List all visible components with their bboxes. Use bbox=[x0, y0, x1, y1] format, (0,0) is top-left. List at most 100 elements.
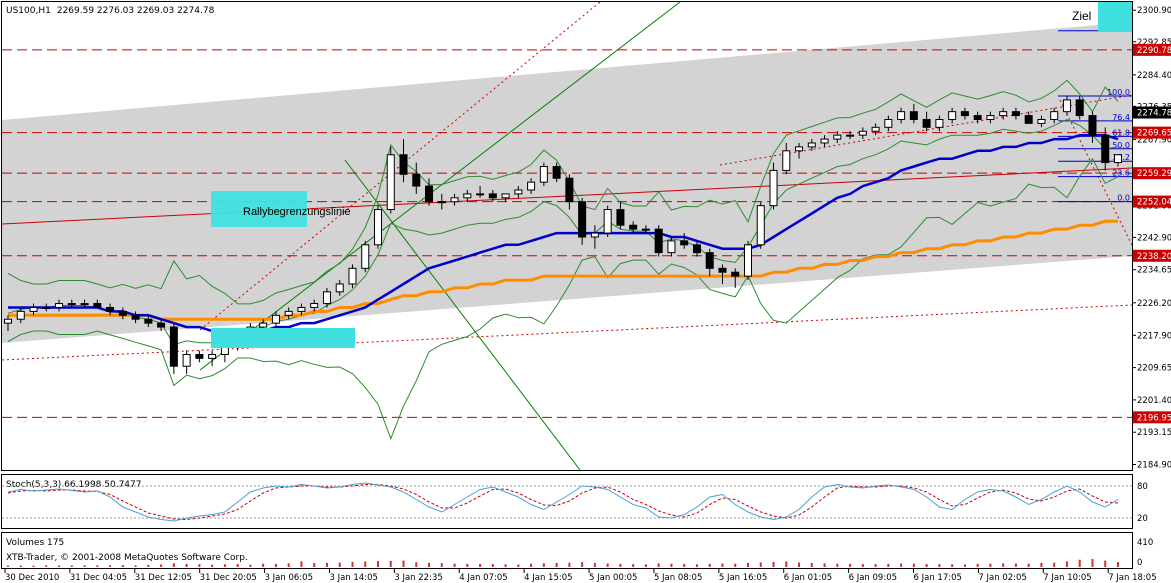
candle bbox=[986, 111, 995, 124]
volume-bar bbox=[1078, 559, 1081, 567]
time-axis: 30 Dec 2010 31 Dec 04:05 31 Dec 12:05 31 De… bbox=[4, 569, 1157, 583]
candle-body bbox=[795, 146, 804, 152]
volume-bar bbox=[32, 565, 35, 567]
candle bbox=[514, 186, 523, 198]
time-tick-label: 4 Jan 07:05 bbox=[459, 573, 507, 583]
target-box bbox=[1098, 2, 1132, 32]
volume-bars bbox=[7, 558, 1119, 567]
stoch-main-line bbox=[7, 482, 1119, 522]
candle bbox=[807, 139, 816, 151]
volume-bar bbox=[313, 563, 316, 567]
price-line-tag bbox=[1133, 195, 1171, 208]
candle-body bbox=[552, 165, 561, 179]
candle-body bbox=[412, 173, 421, 187]
volume-bar bbox=[109, 565, 112, 567]
stoch-label: Stoch(5,3,3) 66.1998 50.7477 bbox=[6, 480, 141, 490]
candle bbox=[399, 139, 408, 183]
rally-boundary-label: Rallybegrenzungslinie bbox=[243, 206, 351, 218]
candle-body bbox=[692, 244, 701, 254]
price-tick-label: 2209.65 bbox=[1137, 364, 1171, 374]
candle bbox=[756, 201, 765, 249]
volume-bar bbox=[249, 564, 252, 567]
volume-bar bbox=[389, 560, 392, 567]
bollinger-mid bbox=[7, 118, 1119, 346]
candle-body bbox=[399, 154, 408, 175]
candle bbox=[641, 225, 650, 234]
volume-bar bbox=[938, 564, 941, 567]
channel-lower-dotted-line bbox=[2, 304, 1132, 361]
candle bbox=[425, 178, 434, 206]
price-line-tag bbox=[1133, 43, 1171, 56]
candle-body bbox=[820, 138, 829, 144]
volume-bar bbox=[1091, 558, 1094, 567]
volume-bar bbox=[402, 560, 405, 567]
volume-bar bbox=[976, 563, 979, 567]
price-axis: 2300.902292.852284.402276.352267.902259.… bbox=[1132, 6, 1171, 471]
candle-body bbox=[1037, 118, 1046, 124]
candle-body bbox=[948, 111, 957, 120]
volume-bar bbox=[619, 563, 622, 567]
price-line-tag-label: 2196.95 bbox=[1137, 413, 1171, 423]
volume-bar bbox=[466, 563, 469, 567]
volume-bar bbox=[644, 564, 647, 567]
volume-bar bbox=[19, 565, 22, 567]
candle-body bbox=[55, 303, 64, 308]
volume-bar bbox=[1117, 562, 1119, 567]
candle bbox=[322, 287, 331, 308]
candle bbox=[169, 323, 178, 375]
price-tick-label: 2292.85 bbox=[1137, 38, 1171, 48]
time-tick-label: 4 Jan 15:05 bbox=[524, 573, 572, 583]
candle-body bbox=[718, 267, 727, 273]
volume-bar bbox=[708, 563, 711, 567]
volume-bar bbox=[670, 563, 673, 567]
candle bbox=[948, 107, 957, 124]
candle bbox=[629, 221, 638, 234]
volume-bar bbox=[785, 561, 788, 567]
volume-bar bbox=[479, 563, 482, 567]
candle-body bbox=[16, 310, 25, 320]
volume-bar bbox=[747, 562, 749, 567]
candle bbox=[960, 107, 969, 120]
volume-bar bbox=[440, 563, 443, 567]
candle bbox=[118, 307, 127, 320]
volume-bar bbox=[517, 564, 520, 567]
time-tick-label: 5 Jan 00:05 bbox=[589, 573, 637, 583]
candle-body bbox=[616, 209, 625, 226]
candle-body bbox=[769, 169, 778, 207]
candle-body bbox=[93, 303, 102, 308]
candle bbox=[603, 205, 612, 237]
candle bbox=[667, 236, 676, 257]
volume-scale-max: 410 bbox=[1137, 538, 1153, 548]
volume-bar bbox=[377, 561, 379, 567]
candle bbox=[1113, 154, 1123, 167]
candle-body bbox=[157, 322, 166, 328]
time-tick-label: 31 Dec 04:05 bbox=[70, 573, 127, 583]
volume-bar bbox=[121, 565, 124, 567]
volume-bar bbox=[695, 564, 698, 567]
candle bbox=[3, 315, 13, 331]
candle bbox=[476, 186, 485, 198]
volume-bar bbox=[351, 561, 354, 567]
fib-level-label: 61.8 bbox=[1112, 128, 1130, 137]
candle bbox=[144, 315, 153, 328]
candle bbox=[692, 240, 701, 257]
volume-bar bbox=[172, 563, 175, 567]
candle bbox=[80, 299, 89, 308]
fib-level-label: 23.6 bbox=[1112, 169, 1130, 178]
volume-bar bbox=[849, 563, 852, 567]
volume-bar bbox=[262, 563, 265, 567]
volume-label: Volumes 175 bbox=[6, 538, 64, 548]
candle-body bbox=[284, 310, 293, 316]
candle-body bbox=[514, 189, 523, 195]
price-line-tag-label: 2269.65 bbox=[1137, 129, 1171, 139]
volume-bar bbox=[823, 563, 826, 567]
volume-bar bbox=[300, 561, 303, 567]
price-tick-label: 2217.90 bbox=[1137, 331, 1171, 341]
candle-body bbox=[437, 201, 446, 204]
candle-body bbox=[833, 134, 842, 140]
price-line-tag-label: 2259.29 bbox=[1137, 169, 1171, 179]
volume-bar bbox=[657, 563, 660, 567]
candle-body bbox=[986, 115, 995, 120]
target-label: Ziel bbox=[1072, 9, 1091, 23]
